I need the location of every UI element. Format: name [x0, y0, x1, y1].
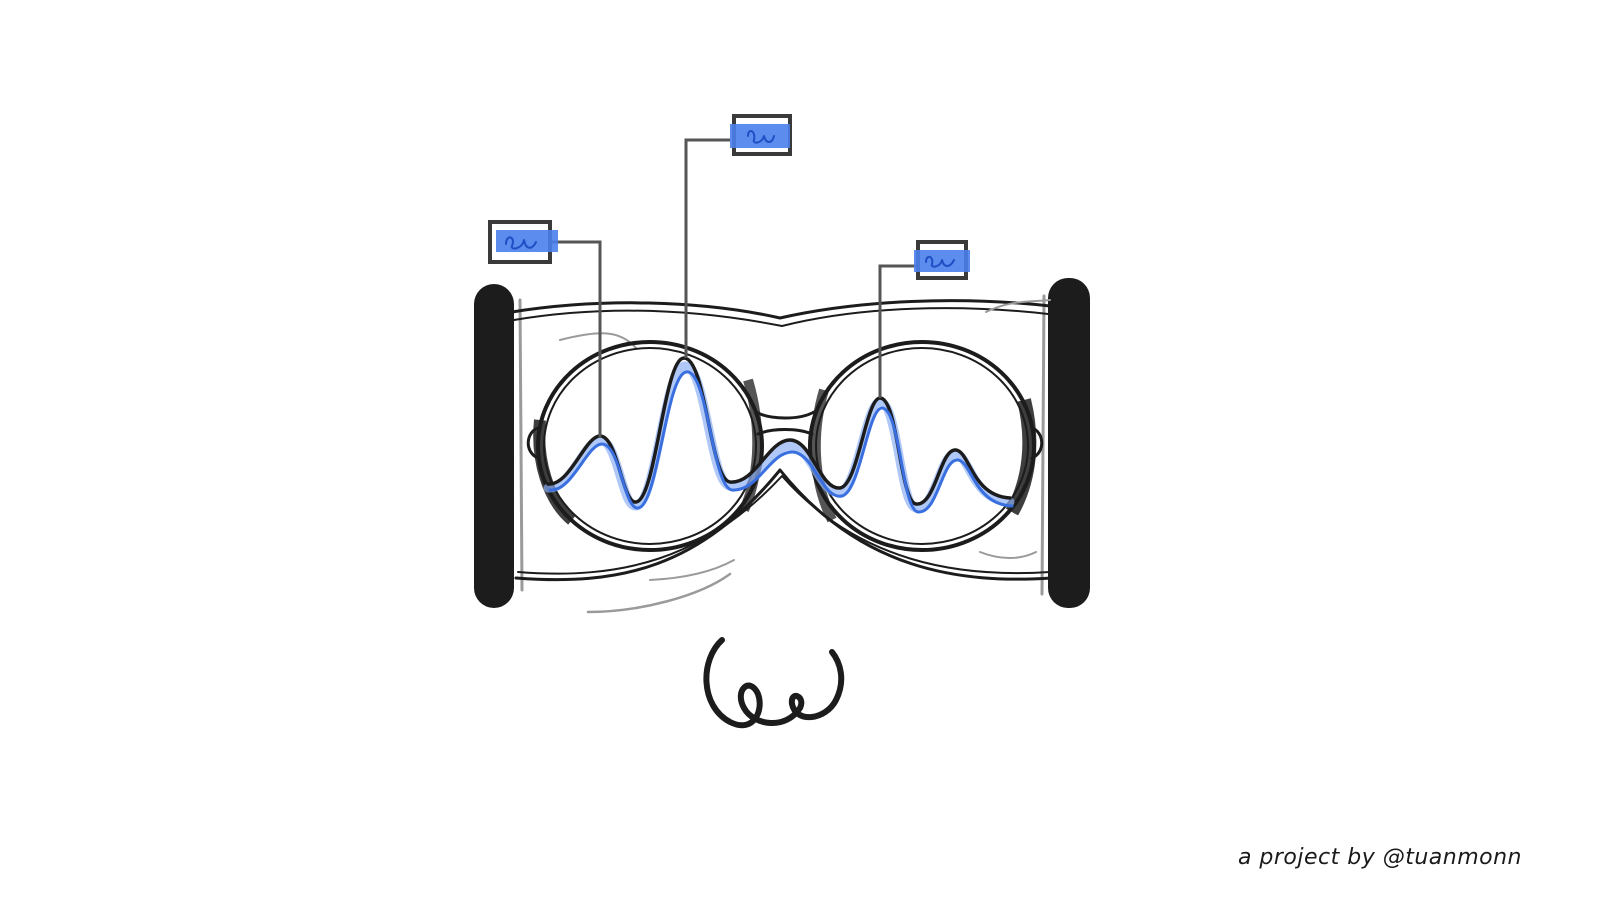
- callout-leaders: [550, 138, 918, 438]
- left-temple-bar-icon: [474, 284, 524, 608]
- glasses-frame-icon: [510, 299, 1054, 614]
- project-credit: a project by @tuanmonn: [1237, 845, 1522, 870]
- callout-box-right: [914, 240, 970, 280]
- callout-box-top: [730, 114, 792, 156]
- callout-box-left: [488, 220, 558, 264]
- ww-scribble-logo: [703, 637, 845, 729]
- waveform-line-icon: [543, 356, 1015, 514]
- right-temple-bar-icon: [1040, 278, 1090, 608]
